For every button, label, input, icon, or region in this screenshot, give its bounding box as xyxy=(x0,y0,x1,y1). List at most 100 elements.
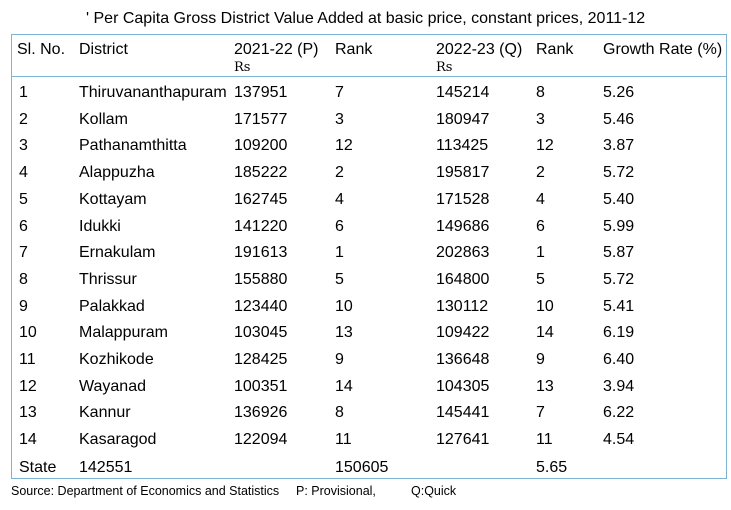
cell-district: Alappuzha xyxy=(79,164,155,182)
cell-rank-2021-22: 12 xyxy=(335,137,353,155)
cell-rank-2022-23: 2 xyxy=(536,164,545,182)
header-growth-rate: Growth Rate (%) xyxy=(603,41,723,58)
cell-sl-no: 3 xyxy=(19,137,28,155)
cell-value-2022-23: 195817 xyxy=(436,164,490,182)
cell-rank-2021-22: 8 xyxy=(335,404,344,422)
cell-rank-2022-23: 9 xyxy=(536,351,545,368)
cell-rank-2021-22: 13 xyxy=(335,324,353,342)
cell-growth-rate: 4.54 xyxy=(603,431,635,449)
cell-district: Kasaragod xyxy=(79,431,157,449)
cell-sl-no: 6 xyxy=(19,217,28,235)
cell-rank-2022-23: 10 xyxy=(536,297,554,315)
source-note: Source: Department of Economics and Stat… xyxy=(11,484,280,498)
cell-rank-2022-23: 1 xyxy=(536,244,545,262)
cell-value-2021-22: 109200 xyxy=(234,137,288,155)
cell-district: Kannur xyxy=(79,404,131,422)
cell-rank-2021-22: 5 xyxy=(335,270,344,288)
cell-district: Thrissur xyxy=(79,270,137,288)
cell-rank-2021-22: 6 xyxy=(335,217,344,235)
cell-rank-2022-23: 7 xyxy=(536,404,545,422)
cell-growth-rate: 5.72 xyxy=(603,164,635,182)
cell-rank-2021-22: 9 xyxy=(335,351,344,368)
cell-value-2022-23: 104305 xyxy=(436,377,490,395)
cell-rank-2022-23: 13 xyxy=(536,377,554,395)
cell-sl-no: 2 xyxy=(19,110,28,128)
cell-value-2021-22: 141220 xyxy=(234,217,288,235)
header-rank-2021-22: Rank xyxy=(335,41,373,58)
cell-value-2022-23: 127641 xyxy=(436,431,490,449)
cell-growth-rate: 5.26 xyxy=(603,84,635,101)
cell-rank-2021-22: 2 xyxy=(335,164,344,182)
cell-rank-2022-23: 3 xyxy=(536,110,545,128)
cell-value-2022-23: 130112 xyxy=(436,297,489,315)
cell-value-2021-22: 185222 xyxy=(234,164,288,182)
cell-value-2022-23: 164800 xyxy=(436,270,490,288)
cell-sl-no: 5 xyxy=(19,190,28,208)
cell-rank-2022-23: 6 xyxy=(536,217,545,235)
cell-value-2021-22: 171577 xyxy=(234,110,288,128)
cell-district: Thiruvananthapuram xyxy=(79,84,227,101)
header-divider xyxy=(11,76,727,77)
cell-district: Idukki xyxy=(79,217,121,235)
state-label: State xyxy=(19,459,57,476)
header-2021-22-unit: Rs xyxy=(234,60,251,75)
cell-district: Wayanad xyxy=(79,377,146,395)
cell-value-2021-22: 162745 xyxy=(234,190,288,208)
cell-district: Malappuram xyxy=(79,324,168,342)
cell-sl-no: 13 xyxy=(19,404,37,422)
cell-value-2022-23: 136648 xyxy=(436,351,490,368)
cell-rank-2021-22: 7 xyxy=(335,84,344,101)
cell-value-2022-23: 145214 xyxy=(436,84,490,101)
cell-growth-rate: 5.99 xyxy=(603,217,635,235)
cell-growth-rate: 6.40 xyxy=(603,351,635,368)
cell-value-2021-22: 155880 xyxy=(234,270,288,288)
cell-rank-2022-23: 5 xyxy=(536,270,545,288)
cell-rank-2021-22: 3 xyxy=(335,110,344,128)
cell-rank-2021-22: 4 xyxy=(335,190,344,208)
cell-rank-2022-23: 11 xyxy=(536,431,553,449)
cell-value-2022-23: 113425 xyxy=(436,137,489,155)
cell-value-2021-22: 103045 xyxy=(234,324,288,342)
cell-value-2022-23: 180947 xyxy=(436,110,490,128)
cell-growth-rate: 5.87 xyxy=(603,244,635,262)
cell-value-2021-22: 122094 xyxy=(234,431,288,449)
cell-sl-no: 8 xyxy=(19,270,28,288)
cell-rank-2021-22: 14 xyxy=(335,377,353,395)
cell-district: Palakkad xyxy=(79,297,145,315)
cell-rank-2022-23: 8 xyxy=(536,84,545,101)
header-rank-2022-23: Rank xyxy=(536,41,574,58)
cell-growth-rate: 3.87 xyxy=(603,137,635,155)
cell-rank-2022-23: 14 xyxy=(536,324,554,342)
cell-value-2022-23: 149686 xyxy=(436,217,490,235)
state-value-2022-23: 150605 xyxy=(335,459,389,476)
cell-value-2021-22: 137951 xyxy=(234,84,288,101)
cell-sl-no: 9 xyxy=(19,297,28,315)
cell-rank-2022-23: 4 xyxy=(536,190,545,208)
cell-growth-rate: 3.94 xyxy=(603,377,635,395)
data-table xyxy=(11,34,727,479)
cell-value-2021-22: 100351 xyxy=(234,377,288,395)
cell-district: Ernakulam xyxy=(79,244,156,262)
cell-growth-rate: 6.19 xyxy=(603,324,635,342)
provisional-note: P: Provisional, xyxy=(296,484,376,498)
header-2022-23-unit: Rs xyxy=(436,60,453,75)
quick-note: Q:Quick xyxy=(411,484,457,498)
cell-value-2021-22: 191613 xyxy=(234,244,288,262)
cell-district: Kottayam xyxy=(79,190,147,208)
cell-growth-rate: 5.72 xyxy=(603,270,635,288)
cell-value-2021-22: 123440 xyxy=(234,297,288,315)
cell-sl-no: 1 xyxy=(19,84,28,101)
cell-growth-rate: 5.46 xyxy=(603,110,635,128)
state-growth-rate: 5.65 xyxy=(536,459,568,476)
cell-sl-no: 12 xyxy=(19,377,37,395)
header-2022-23: 2022-23 (Q) xyxy=(436,41,523,58)
cell-value-2021-22: 128425 xyxy=(234,351,288,368)
cell-district: Kollam xyxy=(79,110,128,128)
cell-rank-2021-22: 10 xyxy=(335,297,353,315)
cell-growth-rate: 5.41 xyxy=(603,297,635,315)
cell-growth-rate: 5.40 xyxy=(603,190,635,208)
cell-rank-2022-23: 12 xyxy=(536,137,554,155)
header-district: District xyxy=(79,41,128,58)
cell-sl-no: 10 xyxy=(19,324,37,342)
cell-value-2022-23: 202863 xyxy=(436,244,490,262)
